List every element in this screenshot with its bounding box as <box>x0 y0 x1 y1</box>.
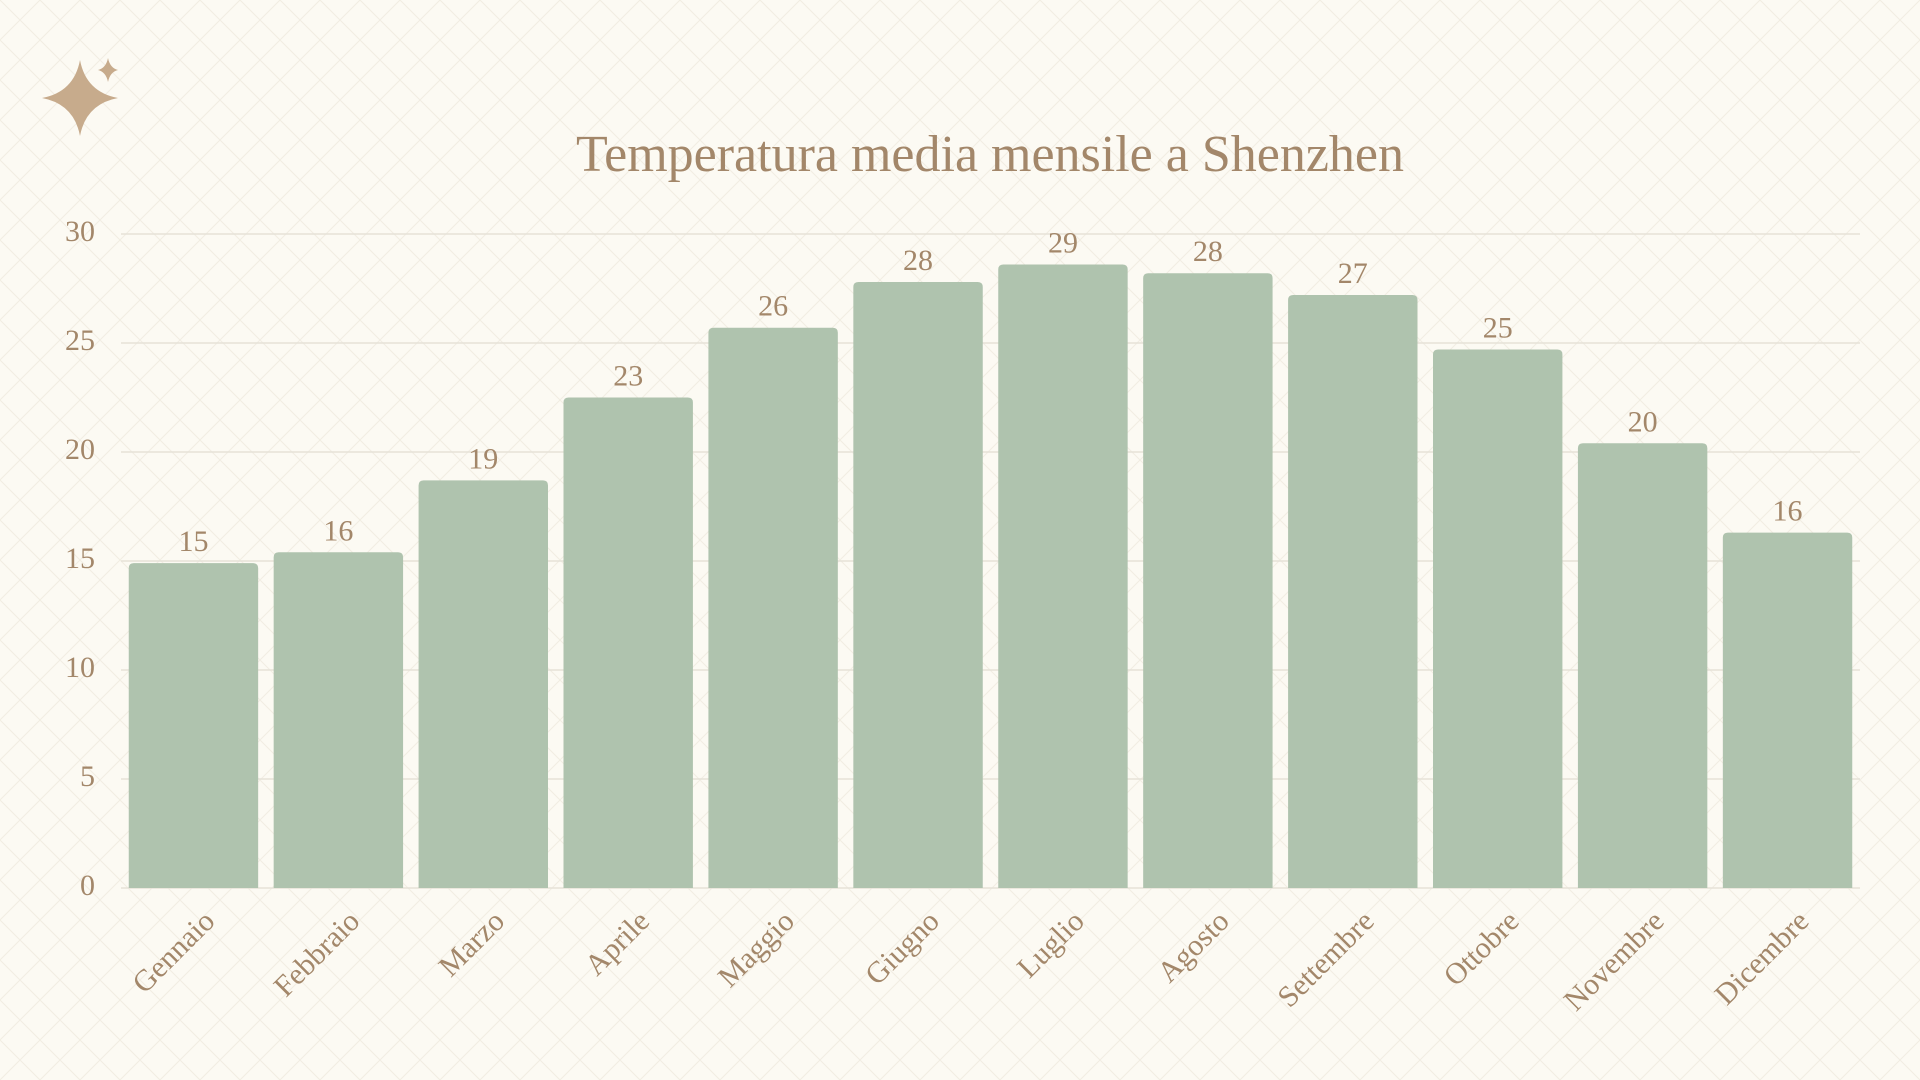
bar <box>1433 349 1563 888</box>
value-label: 26 <box>758 290 788 323</box>
y-tick-label: 30 <box>65 215 95 248</box>
value-label: 15 <box>178 525 208 558</box>
bar <box>273 552 404 888</box>
y-tick-label: 20 <box>65 433 95 466</box>
value-label: 16 <box>1773 495 1803 528</box>
y-tick-label: 25 <box>65 324 95 357</box>
value-label: 28 <box>1193 235 1223 268</box>
y-tick-label: 0 <box>80 869 95 902</box>
bar <box>1143 273 1273 888</box>
bar <box>418 480 548 888</box>
bar <box>1577 443 1708 888</box>
bar <box>998 264 1128 888</box>
bar <box>1288 295 1418 888</box>
y-tick-label: 15 <box>65 542 95 575</box>
bar <box>853 281 983 889</box>
value-label: 25 <box>1483 312 1513 345</box>
bar <box>128 563 259 888</box>
bar <box>1722 532 1853 888</box>
y-tick-label: 5 <box>80 760 95 793</box>
star-decoration <box>42 58 118 136</box>
value-label: 16 <box>323 514 353 547</box>
value-label: 28 <box>903 244 933 277</box>
value-label: 23 <box>613 360 643 393</box>
y-tick-label: 10 <box>65 651 95 684</box>
bar <box>563 397 693 888</box>
value-label: 27 <box>1338 257 1368 290</box>
bar <box>708 327 838 888</box>
value-label: 20 <box>1628 405 1658 438</box>
value-label: 19 <box>468 442 498 475</box>
chart-title: Temperatura media mensile a Shenzhen <box>576 126 1404 183</box>
value-label: 29 <box>1048 227 1078 260</box>
